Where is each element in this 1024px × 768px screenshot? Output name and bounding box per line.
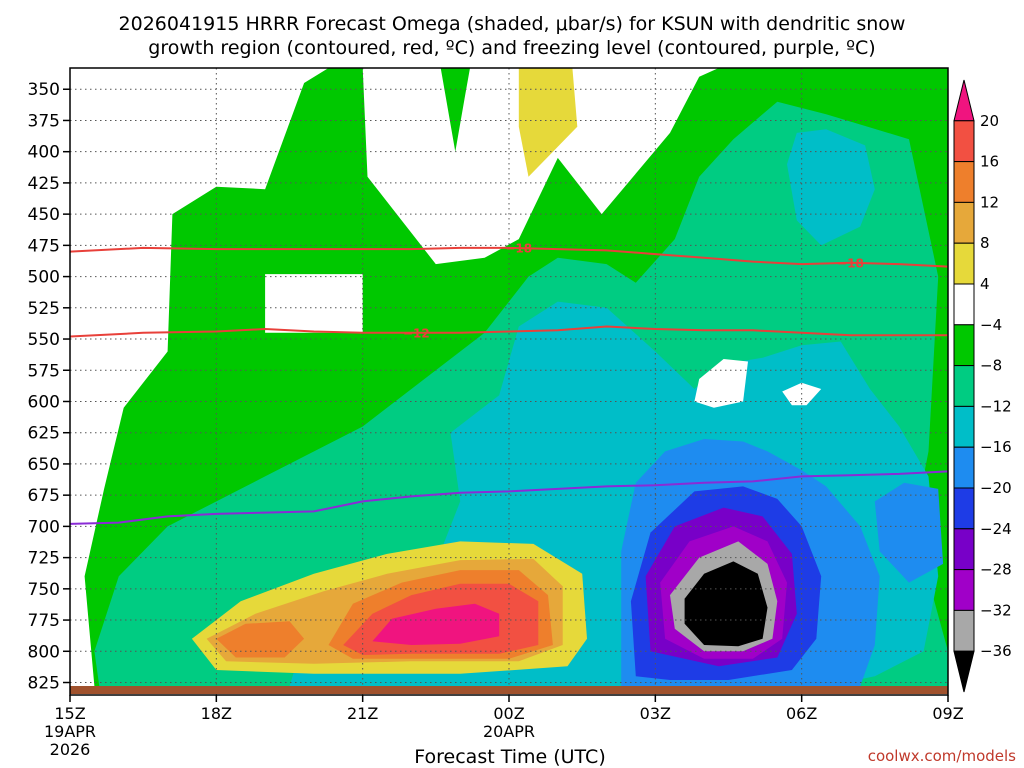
y-tick-label-650: 650 [28,455,60,475]
colorbar-label-11: −28 [980,561,1012,579]
colorbar-swatch-6 [953,324,975,367]
plot-area: −18 −18 −12 [69,67,949,696]
colorbar-swatch-3 [953,201,975,244]
x-tick-label-09z: 09Z [932,704,963,723]
colorbar-label-12: −32 [980,601,1012,619]
contours: −18 −18 −12 [70,242,948,525]
freezing-level-line [70,470,948,525]
y-tick-label-375: 375 [28,111,60,131]
x-tick-label-00z: 00Z [493,704,524,723]
omega-region-4-to-8-aloft-17 [518,68,578,177]
y-tick-label-550: 550 [28,330,60,350]
y-tick-label-600: 600 [28,392,60,412]
colorbar: 20 16 12 8 4 −4 −8 −12 −16 −20 −24 −28 −32 −36 [953,79,1012,693]
y-tick-label-725: 725 [28,549,60,569]
omega-region-4-to-8-aloft-18 [440,68,470,152]
y-tick-label-625: 625 [28,424,60,444]
colorbar-label-8: −16 [980,438,1012,456]
colorbar-swatch-9 [953,446,975,489]
colorbar-swatch-4 [953,242,975,285]
dgz-contour-line-1 [70,325,948,338]
colorbar-label-9: −20 [980,479,1012,497]
omega-region-36-10 [684,561,768,647]
y-tick-label-575: 575 [28,361,60,381]
y-tick-label-525: 525 [28,299,60,319]
y-tick-label-750: 750 [28,580,60,600]
x-tick-label-15z: 15Z [54,704,85,723]
x-tick-year: 2026 [50,740,91,759]
colorbar-swatch-7 [953,365,975,407]
colorbar-swatch-11 [953,528,975,571]
x-tick-label-03z: 03Z [640,704,671,723]
y-tick-label-400: 400 [28,143,60,163]
colorbar-label-2: 12 [980,193,999,211]
colorbar-label-1: 16 [980,153,999,171]
colorbar-swatch-8 [953,405,975,448]
colorbar-label-5: −4 [980,316,1002,334]
y-tick-label-825: 825 [28,674,60,694]
colorbar-swatch-12 [953,569,975,611]
colorbar-swatch-2 [953,161,975,203]
chart-title-line2: growth region (contoured, red, ºC) and f… [148,37,875,59]
colorbar-swatch-1 [953,120,975,163]
colorbar-label-0: 20 [980,112,999,130]
y-tick-label-450: 450 [28,205,60,225]
y-tick-label-675: 675 [28,486,60,506]
y-axis: 350 375 400 425 450 475 500 525 550 575 600 625 650 6… [28,80,70,694]
y-tick-label-425: 425 [28,174,60,194]
x-tick-date-19apr: 19APR [44,722,96,741]
omega-region-4-to-4-gap-19 [265,274,363,333]
chart-title-line1: 2026041915 HRRR Forecast Omega (shaded, … [119,13,906,35]
omega-region-4-to-4-gap2-20 [694,359,748,408]
colorbar-label-13: −36 [980,642,1012,660]
credit-text: coolwx.com/models [868,747,1016,765]
ground-strip [70,686,948,694]
colorbar-label-7: −12 [980,397,1012,415]
colorbar-label-10: −24 [980,520,1012,538]
colorbar-swatch-5 [953,283,975,326]
y-tick-label-775: 775 [28,611,60,631]
y-tick-label-700: 700 [28,517,60,537]
x-tick-date-20apr: 20APR [483,722,535,741]
colorbar-label-3: 8 [980,234,990,252]
x-tick-label-18z: 18Z [201,704,232,723]
y-tick-label-475: 475 [28,236,60,256]
dgz-contour-label-0-0: −18 [505,242,532,256]
colorbar-label-4: 4 [980,275,990,293]
dgz-contour-label-1-0: −12 [403,326,430,340]
colorbar-label-6: −8 [980,357,1002,375]
colorbar-swatch-10 [953,487,975,530]
y-tick-label-800: 800 [28,642,60,662]
dgz-contour-line-0 [70,246,948,268]
omega-region-20-16 [372,603,500,645]
y-tick-label-500: 500 [28,268,60,288]
grid [70,68,948,695]
omega-fills [84,68,948,687]
x-tick-label-06z: 06Z [786,704,817,723]
omega-region-12-to-16-13 [216,621,305,658]
dgz-contour-label-0-1: −18 [837,256,864,270]
x-tick-label-21z: 21Z [347,704,378,723]
colorbar-swatch-14 [953,650,975,693]
y-tick-label-350: 350 [28,80,60,100]
colorbar-swatch-13 [953,609,975,652]
x-axis-label: Forecast Time (UTC) [414,746,605,768]
omega-region-12-to-16-upper-3 [787,129,875,246]
